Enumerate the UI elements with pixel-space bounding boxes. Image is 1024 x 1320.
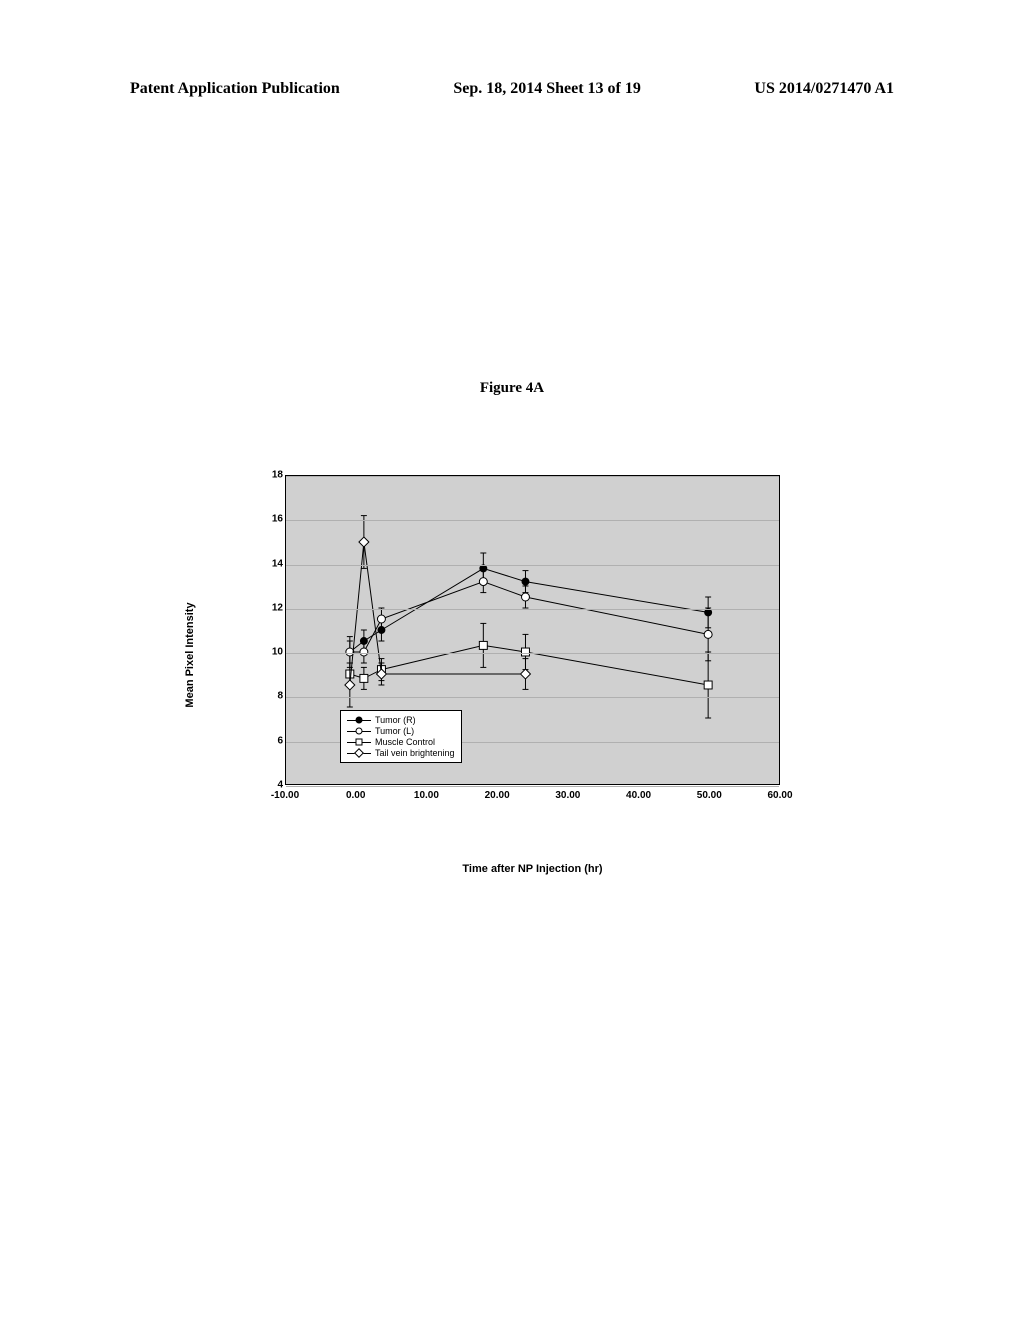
y-tick-label: 4 [277,780,283,791]
y-tick-label: 6 [277,735,283,746]
legend: Tumor (R) Tumor (L) Muscle Control Tail … [340,710,462,763]
legend-item: Muscle Control [347,737,455,747]
y-tick-label: 14 [272,558,283,569]
chart: Mean Pixel Intensity Time after NP Injec… [190,475,780,835]
header-left: Patent Application Publication [130,80,340,98]
y-axis-label: Mean Pixel Intensity [184,602,196,707]
legend-label: Muscle Control [375,737,435,747]
legend-label: Tumor (L) [375,726,414,736]
legend-label: Tail vein brightening [375,748,455,758]
legend-item: Tumor (L) [347,726,455,736]
circle-filled-icon [356,717,363,724]
y-tick-label: 16 [272,514,283,525]
x-tick-label: 20.00 [485,790,510,801]
legend-label: Tumor (R) [375,715,416,725]
header-center: Sep. 18, 2014 Sheet 13 of 19 [453,80,641,98]
y-tick-label: 10 [272,647,283,658]
circle-open-icon [356,728,363,735]
legend-item: Tail vein brightening [347,748,455,758]
page-header: Patent Application Publication Sep. 18, … [0,80,1024,98]
header-right: US 2014/0271470 A1 [754,80,894,98]
x-tick-label: 10.00 [414,790,439,801]
y-tick-label: 12 [272,602,283,613]
x-tick-label: 0.00 [346,790,365,801]
y-tick-label: 8 [277,691,283,702]
x-tick-label: 40.00 [626,790,651,801]
x-axis-label: Time after NP Injection (hr) [285,863,780,875]
x-tick-label: -10.00 [271,790,299,801]
diamond-open-icon [354,748,364,758]
x-tick-label: 50.00 [697,790,722,801]
figure-title: Figure 4A [0,380,1024,397]
square-open-icon [356,739,363,746]
x-tick-label: 60.00 [767,790,792,801]
legend-item: Tumor (R) [347,715,455,725]
x-tick-label: 30.00 [555,790,580,801]
y-tick-label: 18 [272,470,283,481]
